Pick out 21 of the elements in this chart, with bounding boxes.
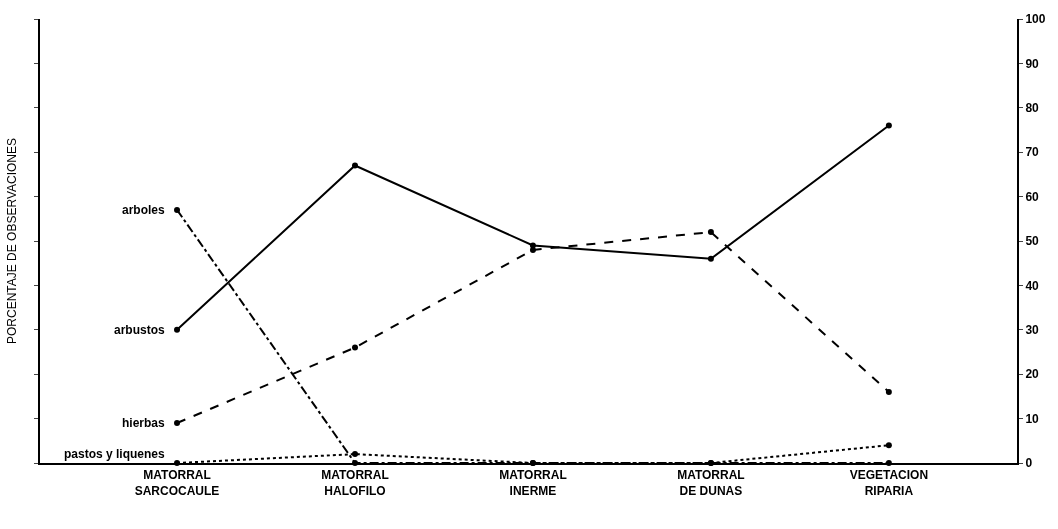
y-tick-label: 90: [1025, 56, 1040, 71]
y-axis-title: PORCENTAJE DE OBSERVACIONES: [4, 137, 19, 345]
series-label: arbustos: [114, 323, 165, 337]
x-tick-label: MATORRAL SARCOCAULE: [134, 468, 220, 498]
y-tick-label: 40: [1025, 278, 1040, 293]
y-tick-label: 70: [1025, 145, 1040, 160]
x-tick-label: VEGETACION RIPARIA: [849, 468, 929, 498]
x-tick-label: MATORRAL HALOFILO: [321, 468, 389, 498]
y-tick-label: 100: [1025, 12, 1046, 27]
y-tick-label: 10: [1025, 411, 1040, 426]
y-tick-label: 30: [1025, 323, 1040, 337]
y-tick-label: 50: [1025, 234, 1040, 249]
series-label: pastos y liquenes: [64, 447, 166, 461]
y-tick-label: 0: [1025, 456, 1033, 471]
series-label: hierbas: [122, 416, 166, 430]
y-tick-label: 20: [1025, 367, 1040, 382]
y-tick-label: 60: [1025, 189, 1040, 204]
x-tick-label: MATORRAL DE DUNAS: [677, 468, 745, 498]
x-tick-label: MATORRAL INERME: [499, 468, 567, 498]
series-label: arboles: [122, 203, 166, 217]
y-tick-label: 80: [1025, 101, 1040, 115]
